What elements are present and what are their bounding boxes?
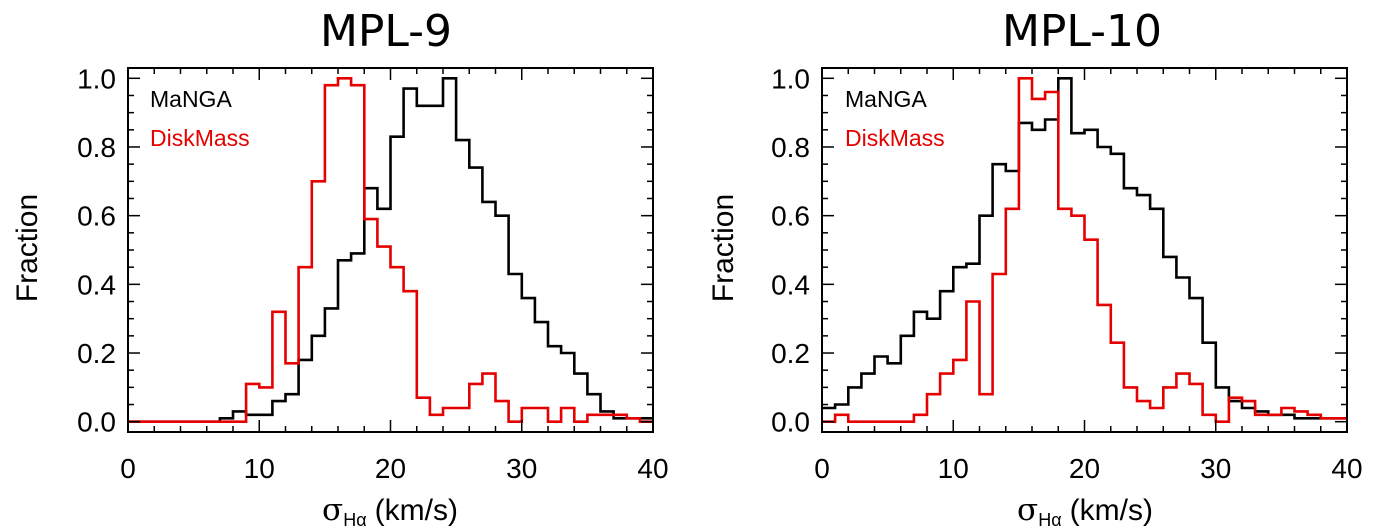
x-tick-label: 20 — [375, 453, 406, 484]
y-tick-label: 1.0 — [77, 63, 116, 94]
y-tick-label: 0.8 — [771, 132, 810, 163]
x-tick-label: 10 — [938, 453, 969, 484]
x-axis-label-subscript: Hα — [343, 510, 366, 529]
y-tick-label: 0.6 — [771, 201, 810, 232]
panel-mpl-10: MPL-10 Fraction σHα (km/s) MaNGA DiskMass… — [707, 6, 1363, 529]
tick-marks — [127, 68, 654, 432]
x-axis-label-unit: (km/s) — [1070, 494, 1153, 527]
x-axis-label-unit: (km/s) — [375, 494, 458, 527]
chart-title: MPL-10 — [1002, 6, 1162, 57]
x-tick-labels: 0 10 20 30 40 — [814, 453, 1362, 484]
tick-marks — [821, 68, 1348, 432]
y-tick-label: 0.2 — [77, 338, 116, 369]
y-tick-label: 0.4 — [77, 269, 116, 300]
y-axis-label: Fraction — [11, 194, 44, 302]
y-tick-label: 0.2 — [771, 338, 810, 369]
legend-entry-manga: MaNGA — [150, 86, 232, 112]
histogram-diskmass — [128, 77, 653, 423]
series-layer — [128, 77, 653, 423]
legend-entry-manga: MaNGA — [845, 86, 927, 112]
x-tick-label: 10 — [244, 453, 275, 484]
histogram-manga — [822, 77, 1347, 420]
y-tick-labels: 0.0 0.2 0.4 0.6 0.8 1.0 — [77, 63, 116, 437]
y-tick-label: 0.0 — [771, 407, 810, 438]
legend: MaNGA DiskMass — [150, 86, 250, 151]
x-tick-label: 40 — [1331, 453, 1362, 484]
series-layer — [822, 77, 1347, 423]
x-axis-label: σHα (km/s) — [322, 492, 458, 529]
x-axis-label-symbol: σ — [322, 492, 343, 528]
panel-mpl-9: MPL-9 Fraction σHα (km/s) MaNGA DiskMass … — [11, 6, 669, 529]
legend-entry-diskmass: DiskMass — [845, 125, 945, 151]
y-tick-label: 1.0 — [771, 63, 810, 94]
legend: MaNGA DiskMass — [845, 86, 945, 151]
y-tick-label: 0.4 — [771, 269, 810, 300]
x-tick-label: 0 — [814, 453, 830, 484]
x-axis-label-subscript: Hα — [1038, 510, 1061, 529]
histogram-diskmass — [822, 77, 1347, 423]
x-tick-label: 30 — [1200, 453, 1231, 484]
chart-title: MPL-9 — [320, 6, 452, 57]
y-tick-label: 0.0 — [77, 407, 116, 438]
y-tick-label: 0.6 — [77, 201, 116, 232]
y-axis-label: Fraction — [707, 194, 740, 302]
x-tick-label: 30 — [506, 453, 537, 484]
x-axis-label: σHα (km/s) — [1017, 492, 1153, 529]
y-tick-label: 0.8 — [77, 132, 116, 163]
x-tick-label: 20 — [1069, 453, 1100, 484]
x-axis-label-symbol: σ — [1017, 492, 1038, 528]
y-tick-labels: 0.0 0.2 0.4 0.6 0.8 1.0 — [771, 63, 810, 437]
plot-frame — [821, 67, 1348, 433]
legend-entry-diskmass: DiskMass — [150, 125, 250, 151]
x-tick-labels: 0 10 20 30 40 — [120, 453, 668, 484]
x-tick-label: 0 — [120, 453, 136, 484]
x-tick-label: 40 — [637, 453, 668, 484]
